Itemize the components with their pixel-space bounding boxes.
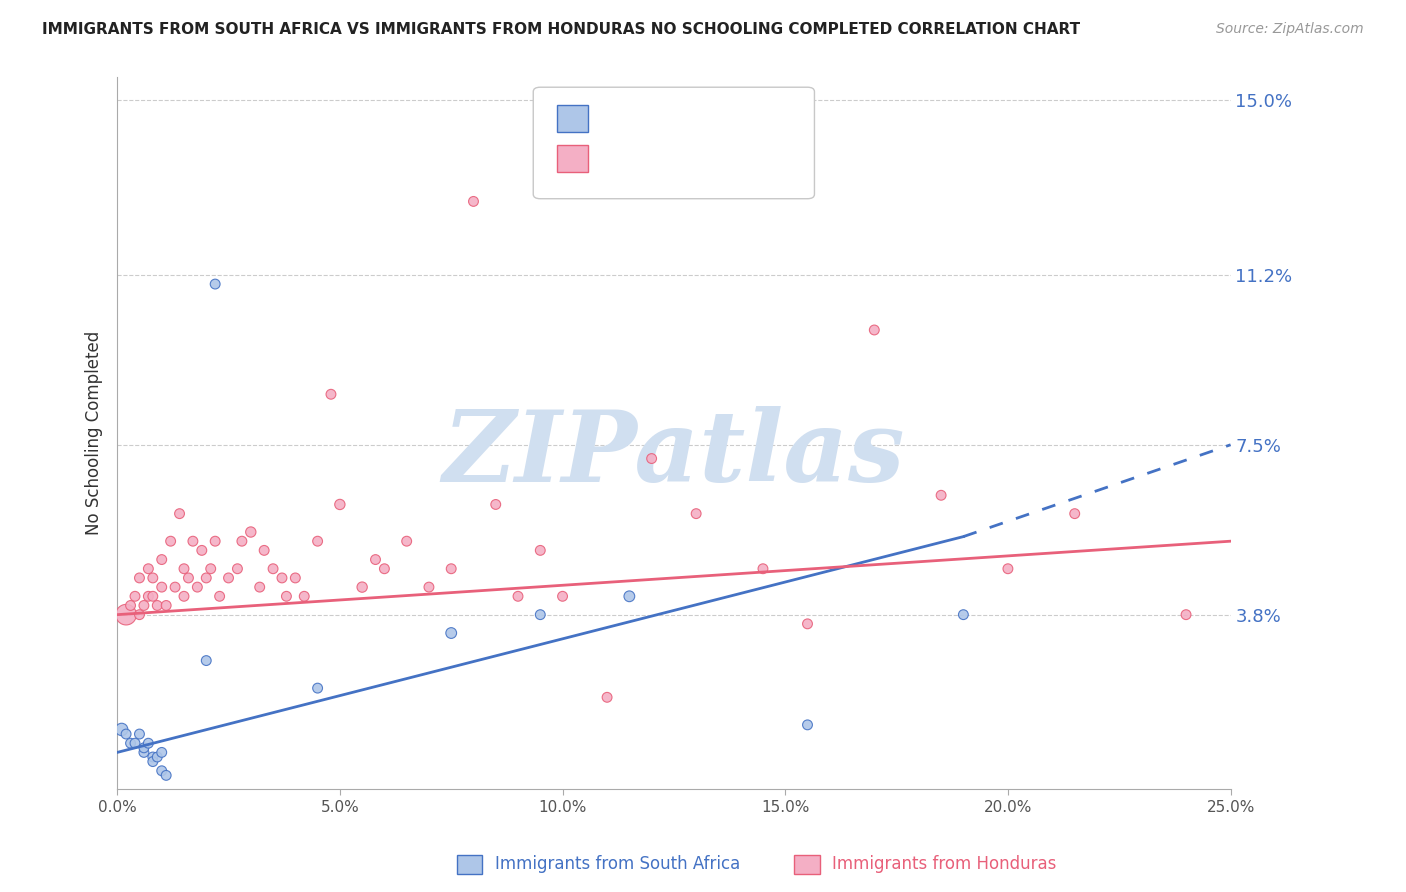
Point: [132, 746, 155, 760]
Point: [929, 488, 952, 502]
Point: [128, 571, 150, 585]
Point: [249, 580, 271, 594]
Point: [440, 626, 463, 640]
Point: [204, 277, 226, 291]
Point: [352, 580, 374, 594]
Point: [440, 562, 463, 576]
Text: Immigrants from Honduras: Immigrants from Honduras: [832, 855, 1057, 873]
Point: [186, 580, 208, 594]
Point: [150, 552, 173, 566]
Text: R = 0.347   N = 22: R = 0.347 N = 22: [599, 110, 770, 128]
Point: [463, 194, 485, 209]
Point: [418, 580, 440, 594]
Text: IMMIGRANTS FROM SOUTH AFRICA VS IMMIGRANTS FROM HONDURAS NO SCHOOLING COMPLETED : IMMIGRANTS FROM SOUTH AFRICA VS IMMIGRAN…: [42, 22, 1080, 37]
Point: [218, 571, 240, 585]
Point: [142, 571, 165, 585]
Point: [142, 755, 165, 769]
Point: [115, 727, 138, 741]
Point: [292, 589, 315, 603]
Point: [120, 736, 142, 750]
Point: [997, 562, 1019, 576]
Point: [208, 589, 231, 603]
Point: [128, 607, 150, 622]
Point: [752, 562, 775, 576]
Point: [529, 543, 551, 558]
Point: [155, 768, 177, 782]
Point: [138, 736, 160, 750]
Point: [177, 571, 200, 585]
Point: [132, 740, 155, 755]
Point: [138, 562, 160, 576]
Point: [619, 589, 641, 603]
Point: [128, 727, 150, 741]
Point: [226, 562, 249, 576]
Point: [506, 589, 529, 603]
Point: [124, 736, 146, 750]
Point: [271, 571, 294, 585]
Point: [111, 723, 134, 737]
Point: [551, 589, 574, 603]
Point: [952, 607, 974, 622]
Point: [596, 690, 619, 705]
Point: [173, 562, 195, 576]
Point: [276, 589, 298, 603]
Point: [142, 750, 165, 764]
Text: ZIPatlas: ZIPatlas: [443, 407, 905, 503]
Point: [284, 571, 307, 585]
Text: Immigrants from South Africa: Immigrants from South Africa: [495, 855, 740, 873]
Point: [1175, 607, 1198, 622]
Point: [195, 571, 218, 585]
Point: [115, 607, 138, 622]
Point: [173, 589, 195, 603]
Point: [529, 607, 551, 622]
Point: [1063, 507, 1085, 521]
Point: [239, 524, 262, 539]
Point: [796, 718, 818, 732]
Point: [195, 654, 218, 668]
Y-axis label: No Schooling Completed: No Schooling Completed: [86, 331, 103, 535]
Point: [204, 534, 226, 549]
Point: [181, 534, 204, 549]
Text: Source: ZipAtlas.com: Source: ZipAtlas.com: [1216, 22, 1364, 37]
Point: [150, 580, 173, 594]
Point: [146, 750, 169, 764]
Point: [159, 534, 181, 549]
Point: [120, 599, 142, 613]
Point: [863, 323, 886, 337]
Point: [231, 534, 253, 549]
Point: [169, 507, 191, 521]
Point: [640, 451, 662, 466]
Point: [262, 562, 284, 576]
Point: [329, 498, 352, 512]
Point: [319, 387, 342, 401]
Point: [307, 681, 329, 695]
Point: [307, 534, 329, 549]
Point: [165, 580, 187, 594]
Point: [796, 616, 818, 631]
Point: [150, 764, 173, 778]
Point: [142, 589, 165, 603]
Point: [155, 599, 177, 613]
Point: [146, 599, 169, 613]
Point: [685, 507, 707, 521]
Point: [253, 543, 276, 558]
Point: [138, 589, 160, 603]
Point: [373, 562, 395, 576]
Text: R = 0.227   N = 62: R = 0.227 N = 62: [599, 150, 770, 168]
Point: [395, 534, 418, 549]
Point: [200, 562, 222, 576]
Point: [191, 543, 214, 558]
Point: [132, 599, 155, 613]
Point: [485, 498, 508, 512]
Point: [150, 746, 173, 760]
Point: [364, 552, 387, 566]
Point: [124, 589, 146, 603]
